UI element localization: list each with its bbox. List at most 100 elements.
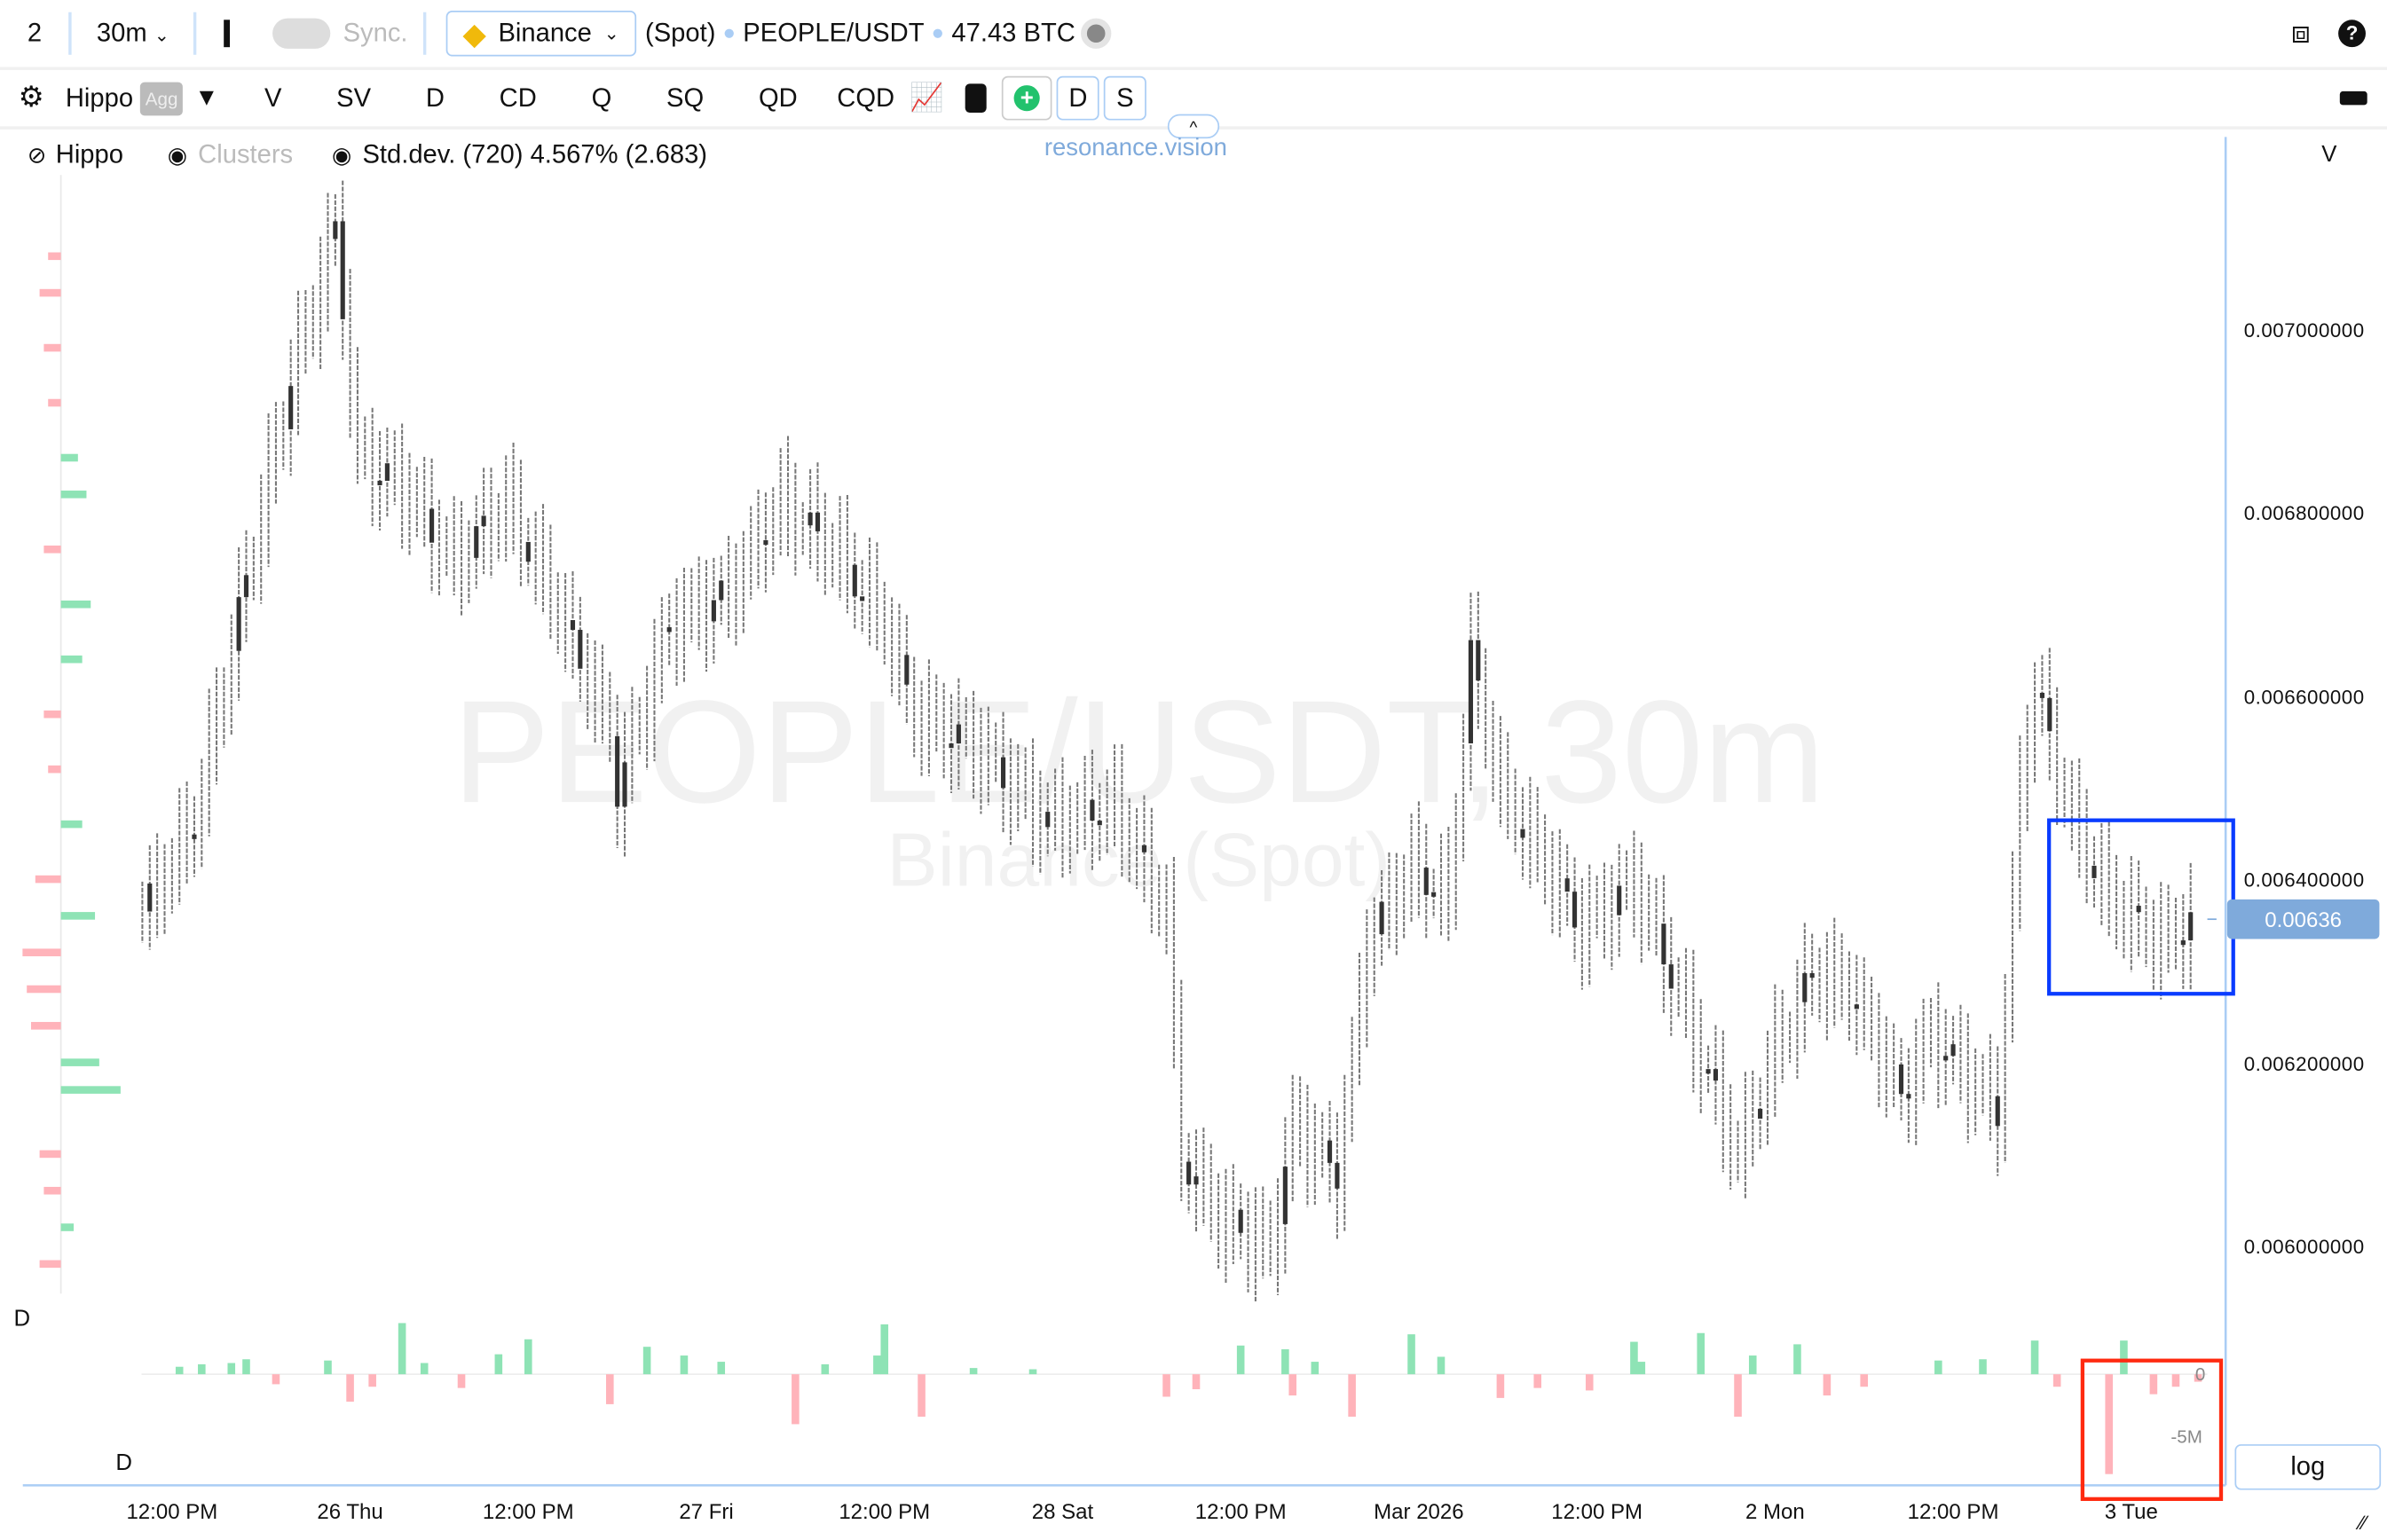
indicator-cd[interactable]: CD	[499, 82, 537, 113]
brand-link[interactable]: resonance.vision	[1044, 135, 1227, 161]
candle-body	[1327, 1140, 1333, 1163]
indicator-q[interactable]: Q	[591, 82, 612, 113]
interval-select[interactable]: 30m ⌄	[97, 19, 169, 49]
delta-bar	[717, 1362, 726, 1375]
share-icon[interactable]: ⧈	[2290, 16, 2311, 50]
indicator-v[interactable]: V	[264, 82, 282, 113]
resize-handle-icon[interactable]: ∕∕	[2359, 1511, 2367, 1535]
symbol[interactable]: PEOPLE/USDT	[743, 18, 925, 48]
candle-body	[622, 762, 627, 807]
candle-body	[1045, 812, 1051, 828]
volume-profile-bar	[48, 765, 61, 774]
indicator-cqd[interactable]: CQD	[837, 82, 895, 113]
candle-body	[1713, 1069, 1719, 1081]
volume-profile-bar	[30, 1022, 61, 1030]
eye-off-icon[interactable]: ⊘	[27, 143, 47, 169]
delta-bar	[1637, 1362, 1646, 1375]
time-tick: 28 Sat	[1031, 1498, 1094, 1524]
delta-bar	[1748, 1355, 1757, 1375]
volume-profile-bar	[43, 545, 61, 554]
filter-icon[interactable]: ▼	[194, 84, 219, 111]
legend-clusters[interactable]: ◉ Clusters	[168, 140, 293, 170]
delta-bar	[1630, 1341, 1638, 1375]
delta-bar	[420, 1363, 429, 1375]
price-tick: 0.006000000	[2243, 1235, 2365, 1258]
candle-body	[1282, 1167, 1288, 1224]
eye-icon[interactable]: ◉	[331, 143, 352, 169]
delta-bar	[2120, 1340, 2128, 1375]
candle-body	[1661, 923, 1666, 965]
candle-body	[1950, 1044, 1956, 1057]
candle-body	[243, 575, 249, 598]
candle-body	[1520, 829, 1525, 838]
candle-body	[2047, 697, 2052, 732]
gear-icon[interactable]: ⚙	[18, 82, 44, 114]
price-tick: 0.006200000	[2243, 1051, 2365, 1075]
log-button[interactable]: log	[2234, 1444, 2382, 1490]
volume-24h: 47.43 BTC	[951, 18, 1075, 48]
plus-icon: +	[1013, 85, 1040, 112]
delta-bar	[2052, 1374, 2061, 1387]
volume-profile-bar	[60, 1223, 75, 1231]
candle-body	[1943, 1056, 1949, 1061]
candle-body	[1379, 901, 1384, 935]
delta-bar	[1697, 1332, 1705, 1375]
preset-name[interactable]: Hippo	[65, 82, 134, 113]
exchange-select[interactable]: ◆ Binance ⌄	[445, 11, 636, 57]
delta-bar	[1734, 1374, 1742, 1417]
candle-body	[1668, 964, 1674, 989]
divider	[422, 12, 427, 55]
help-icon[interactable]: ?	[2338, 20, 2366, 48]
last-price-label: 0.00636	[2226, 899, 2380, 939]
d-button[interactable]: D	[1056, 75, 1100, 121]
agg-badge[interactable]: Agg	[140, 81, 183, 115]
delta-bar	[1979, 1359, 1987, 1375]
notes-icon[interactable]	[965, 83, 987, 113]
line-chart-icon[interactable]: 📈	[910, 82, 944, 113]
candle-body	[2092, 865, 2097, 878]
candle-body	[2188, 912, 2194, 941]
delta-bar	[1533, 1374, 1542, 1388]
candle-body	[904, 655, 910, 685]
candle-body	[949, 743, 954, 749]
s-button[interactable]: S	[1104, 75, 1146, 121]
legend-hippo[interactable]: ⊘ Hippo	[28, 140, 123, 170]
candle-body	[1809, 973, 1815, 978]
delta-bar	[680, 1355, 689, 1375]
candle-body	[763, 539, 768, 546]
indicator-sv[interactable]: SV	[336, 82, 372, 113]
eye-icon[interactable]: ◉	[167, 143, 188, 169]
indicator-d[interactable]: D	[425, 82, 445, 113]
delta-bar	[398, 1323, 406, 1375]
dot	[933, 28, 943, 38]
collapse-button[interactable]: ^	[1167, 114, 1220, 139]
market-type: (Spot)	[644, 18, 716, 48]
layout-count[interactable]: 2	[27, 18, 43, 48]
legend-stddev[interactable]: ◉ Std.dev. (720) 4.567% (2.683)	[332, 140, 707, 170]
delta-bar	[1311, 1362, 1320, 1375]
chart-type-icon[interactable]	[224, 20, 243, 48]
indicator-qd[interactable]: QD	[758, 82, 798, 113]
delta-bar	[1236, 1345, 1245, 1375]
volume-profile-bar	[60, 491, 87, 499]
delta-bar	[272, 1374, 280, 1385]
delta-bar	[1496, 1374, 1505, 1398]
candle-body	[1706, 1069, 1711, 1074]
ruler-icon[interactable]	[2339, 90, 2367, 106]
delta-bar	[642, 1347, 651, 1375]
delta-bar	[821, 1363, 830, 1375]
chevron-down-icon: ⌄	[603, 22, 619, 44]
indicator-sq[interactable]: SQ	[666, 82, 705, 113]
sync-toggle[interactable]	[272, 18, 331, 49]
candle-body	[807, 512, 813, 526]
delta-bar	[324, 1360, 332, 1375]
chevron-down-icon: ⌄	[154, 24, 170, 46]
candle-body	[711, 600, 716, 622]
candle-body	[1238, 1209, 1243, 1233]
add-indicator-button[interactable]: +	[1001, 75, 1052, 121]
legend-label: Std.dev. (720) 4.567% (2.683)	[362, 139, 708, 169]
price-tick: 0.006400000	[2243, 868, 2365, 892]
highlight-box-price	[2046, 818, 2235, 996]
volume-profile-bar	[22, 948, 61, 956]
